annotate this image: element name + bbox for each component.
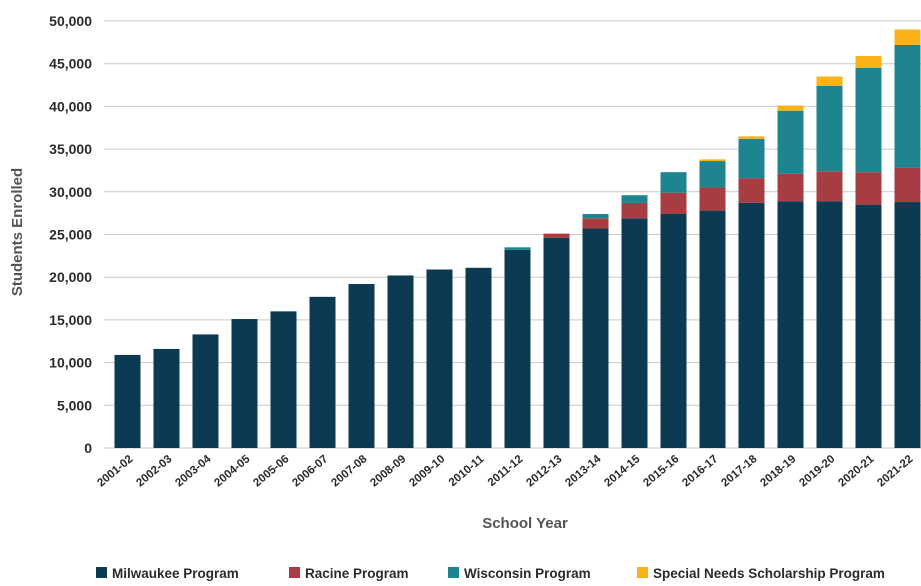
bar-segment-racine-program (543, 233, 570, 238)
bar-segment-racine-program (738, 178, 765, 203)
bar-segment-milwaukee-program (114, 354, 141, 448)
bar-segment-racine-program (660, 192, 687, 215)
x-axis-label: School Year (482, 515, 568, 532)
y-tick-label: 15,000 (49, 312, 92, 328)
y-tick-label: 25,000 (49, 227, 92, 243)
bar-segment-milwaukee-program (699, 210, 726, 448)
x-tick-label: 2014-15 (602, 453, 643, 490)
bar-segment-milwaukee-program (894, 202, 921, 448)
bar-segment-milwaukee-program (387, 275, 414, 448)
bar-segment-wisconsin-program (504, 247, 531, 250)
x-tick-label: 2002-03 (134, 453, 174, 489)
bar-segment-wisconsin-program (621, 195, 648, 203)
bar-segment-milwaukee-program (777, 201, 804, 448)
legend-label: Racine Program (305, 566, 409, 581)
bar-segment-racine-program (816, 171, 843, 202)
bar-segment-milwaukee-program (738, 202, 765, 448)
bar-segment-racine-program (699, 187, 726, 211)
x-tick-label: 2018-19 (758, 453, 798, 489)
y-tick-label: 0 (84, 440, 92, 456)
y-tick-label: 40,000 (49, 98, 92, 114)
y-tick-label: 45,000 (49, 56, 92, 72)
x-tick-label: 2016-17 (680, 453, 720, 489)
x-tick-label: 2017-18 (719, 453, 760, 490)
x-tick-label: 2012-13 (524, 453, 564, 489)
bar-segment-milwaukee-program (504, 249, 531, 448)
legend-item: Special Needs Scholarship Program (637, 566, 885, 581)
bar-segment-racine-program (894, 167, 921, 203)
x-tick-label: 2009-10 (407, 453, 447, 489)
bar-segment-wisconsin-program (777, 110, 804, 174)
y-axis-label: Students Enrolled (9, 168, 26, 296)
x-tick-label: 2010-11 (447, 453, 487, 489)
y-tick-label: 30,000 (49, 184, 92, 200)
bar-segment-racine-program (621, 202, 648, 219)
y-tick-label: 35,000 (49, 141, 92, 157)
x-tick-label: 2020-21 (836, 453, 877, 490)
bar-segment-milwaukee-program (231, 319, 258, 448)
bar-segment-milwaukee-program (816, 201, 843, 448)
x-tick-label: 2019-20 (797, 453, 837, 489)
y-tick-label: 50,000 (49, 13, 92, 29)
legend-item: Milwaukee Program (96, 566, 239, 581)
legend-swatch (96, 567, 107, 578)
x-axis-ticks: 2001-022002-032003-042004-052005-062006-… (95, 453, 915, 490)
y-tick-label: 5,000 (57, 397, 92, 413)
bar-segment-milwaukee-program (855, 204, 882, 448)
legend-swatch (289, 567, 300, 578)
bar-segment-wisconsin-program (855, 67, 882, 173)
y-tick-label: 20,000 (49, 269, 92, 285)
bar-segment-wisconsin-program (699, 161, 726, 188)
x-tick-label: 2013-14 (563, 453, 604, 490)
bar-segment-milwaukee-program (660, 214, 687, 448)
bar-segment-milwaukee-program (270, 311, 297, 448)
x-tick-label: 2001-02 (95, 453, 135, 489)
bar-segment-wisconsin-program (738, 138, 765, 179)
bar-segment-special-needs-scholarship-program (699, 159, 726, 162)
bar-segment-milwaukee-program (309, 296, 336, 448)
bar-segment-wisconsin-program (660, 172, 687, 193)
bar-segment-milwaukee-program (192, 334, 219, 448)
y-axis-ticks: 0 5,000 10,000 15,000 20,000 25,000 30,000 35,0… (49, 13, 92, 456)
x-tick-label: 2015-16 (641, 453, 681, 489)
legend-label: Special Needs Scholarship Program (653, 566, 885, 581)
y-tick-label: 10,000 (49, 355, 92, 371)
x-tick-label: 2003-04 (173, 453, 214, 490)
legend-swatch (448, 567, 459, 578)
x-tick-label: 2005-06 (251, 453, 291, 489)
bar-segment-milwaukee-program (153, 348, 180, 448)
bar-segment-special-needs-scholarship-program (738, 136, 765, 139)
bar-segment-milwaukee-program (348, 284, 375, 448)
legend: Milwaukee Program Racine Program Wisconsin… (96, 566, 885, 581)
bar-segment-milwaukee-program (582, 228, 609, 448)
bar-segment-racine-program (582, 218, 609, 229)
legend-swatch (637, 567, 648, 578)
bar-segment-special-needs-scholarship-program (894, 29, 921, 45)
bar-segment-milwaukee-program (465, 267, 492, 448)
bar-segment-milwaukee-program (543, 237, 570, 448)
legend-label: Milwaukee Program (112, 566, 239, 581)
bar-segment-racine-program (777, 173, 804, 202)
x-tick-label: 2021-22 (875, 453, 915, 489)
bar-segment-special-needs-scholarship-program (816, 76, 843, 86)
legend-item: Wisconsin Program (448, 566, 591, 581)
x-tick-label: 2011-12 (486, 453, 526, 489)
bar-segment-special-needs-scholarship-program (855, 56, 882, 68)
x-tick-label: 2004-05 (212, 453, 253, 490)
bar-segment-milwaukee-program (426, 269, 453, 448)
legend-item: Racine Program (289, 566, 409, 581)
x-tick-label: 2006-07 (290, 453, 330, 489)
bar-segment-wisconsin-program (582, 214, 609, 219)
bar-segment-wisconsin-program (816, 85, 843, 172)
x-tick-label: 2007-08 (329, 453, 370, 490)
bars (114, 29, 921, 448)
bar-segment-racine-program (855, 172, 882, 205)
bar-segment-milwaukee-program (621, 218, 648, 448)
legend-label: Wisconsin Program (464, 566, 591, 581)
bar-segment-wisconsin-program (894, 44, 921, 168)
x-tick-label: 2008-09 (368, 453, 408, 489)
bar-segment-special-needs-scholarship-program (777, 105, 804, 111)
